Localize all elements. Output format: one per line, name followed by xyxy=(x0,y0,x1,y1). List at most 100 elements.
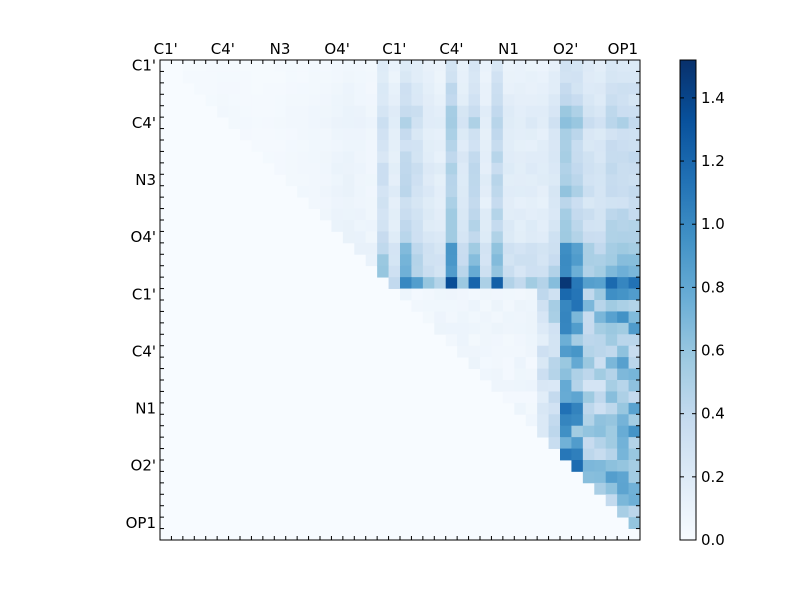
heatmap-cell xyxy=(605,277,618,289)
heatmap-cell xyxy=(617,151,629,164)
heatmap-cell xyxy=(571,105,584,118)
heatmap-cell xyxy=(411,60,424,72)
heatmap-cell xyxy=(491,82,504,95)
heatmap-cell xyxy=(582,402,595,415)
heatmap-cell xyxy=(571,425,584,438)
heatmap-cell xyxy=(457,345,469,358)
heatmap-cell xyxy=(354,208,367,221)
heatmap-cell xyxy=(491,220,504,232)
heatmap-cell xyxy=(205,60,218,72)
heatmap-cell xyxy=(628,300,641,312)
heatmap-cell xyxy=(582,391,595,404)
heatmap-cell xyxy=(617,265,629,278)
heatmap-cell xyxy=(320,94,332,107)
heatmap-cell xyxy=(434,265,447,278)
heatmap-cell xyxy=(377,231,389,244)
heatmap-cell xyxy=(525,117,538,129)
heatmap-cell xyxy=(594,265,607,278)
heatmap-cell xyxy=(377,185,389,198)
heatmap-cell xyxy=(434,277,447,289)
heatmap-cell xyxy=(377,82,389,95)
heatmap-cell xyxy=(605,128,618,141)
heatmap-cell xyxy=(491,105,504,118)
heatmap-cell xyxy=(582,197,595,209)
heatmap-cell xyxy=(411,208,424,221)
heatmap-cell xyxy=(605,231,618,244)
heatmap-cell xyxy=(514,265,527,278)
heatmap-cell xyxy=(491,208,504,221)
heatmap-cell xyxy=(308,162,321,175)
heatmap-cell xyxy=(548,345,561,358)
heatmap-cell xyxy=(628,288,641,301)
heatmap-cell xyxy=(571,414,584,427)
heatmap-cell xyxy=(525,311,538,324)
heatmap-cell xyxy=(502,105,515,118)
heatmap-cell xyxy=(571,391,584,404)
heatmap-cell xyxy=(320,185,332,198)
heatmap-cell xyxy=(560,357,572,369)
heatmap-cell xyxy=(560,265,572,278)
heatmap-cell xyxy=(628,414,641,427)
heatmap-cell xyxy=(400,254,412,267)
heatmap-cell xyxy=(365,242,378,255)
heatmap-cell xyxy=(434,151,447,164)
heatmap-cell xyxy=(605,94,618,107)
heatmap-cell xyxy=(297,60,309,72)
heatmap-cell xyxy=(502,242,515,255)
heatmap-cell xyxy=(365,82,378,95)
heatmap-cell xyxy=(571,162,584,175)
heatmap-cell xyxy=(617,494,629,507)
heatmap-cell xyxy=(445,94,458,107)
heatmap-cell xyxy=(548,151,561,164)
heatmap-cell xyxy=(560,231,572,244)
heatmap-cell xyxy=(400,71,412,84)
heatmap-cell xyxy=(354,94,367,107)
heatmap-cell xyxy=(262,140,275,152)
heatmap-cell xyxy=(594,334,607,347)
heatmap-cell xyxy=(628,208,641,221)
heatmap-cell xyxy=(285,140,298,152)
x-tick-labels: C1' C4' N3 O4' C1' C4' N1 O2' OP1 xyxy=(154,40,638,58)
heatmap-cell xyxy=(228,117,241,129)
heatmap-cell xyxy=(514,197,527,209)
heatmap-cell xyxy=(365,105,378,118)
heatmap-cell xyxy=(582,425,595,438)
heatmap-cell xyxy=(571,345,584,358)
heatmap-cell xyxy=(331,82,344,95)
heatmap-cell xyxy=(594,94,607,107)
heatmap-cell xyxy=(571,288,584,301)
heatmap-cell xyxy=(457,140,469,152)
heatmap-cell xyxy=(525,391,538,404)
heatmap-cell xyxy=(617,300,629,312)
heatmap-cell xyxy=(194,82,207,95)
heatmap-cell xyxy=(228,105,241,118)
heatmap-cell xyxy=(594,162,607,175)
heatmap-cell xyxy=(468,174,481,187)
heatmap-cell xyxy=(422,128,435,141)
heatmap-cell xyxy=(491,140,504,152)
heatmap-cell xyxy=(354,185,367,198)
heatmap-cell xyxy=(582,414,595,427)
heatmap-cell xyxy=(320,71,332,84)
heatmap-cell xyxy=(525,162,538,175)
heatmap-cell xyxy=(331,174,344,187)
heatmap-cell xyxy=(354,105,367,118)
heatmap-cell xyxy=(571,128,584,141)
x-tick-label: C4' xyxy=(211,40,235,58)
heatmap-cell xyxy=(502,60,515,72)
heatmap-cell xyxy=(605,471,618,484)
heatmap-cell xyxy=(491,185,504,198)
heatmap-cell xyxy=(262,105,275,118)
heatmap-cell xyxy=(537,288,549,301)
heatmap-cell xyxy=(514,277,527,289)
heatmap-cell xyxy=(582,128,595,141)
heatmap-cell xyxy=(514,231,527,244)
heatmap-cell xyxy=(525,300,538,312)
heatmap-cell xyxy=(617,60,629,72)
heatmap-cell xyxy=(571,208,584,221)
heatmap-cell xyxy=(342,94,355,107)
heatmap-cell xyxy=(548,94,561,107)
axis-ticks xyxy=(160,60,640,540)
heatmap-cell xyxy=(605,414,618,427)
